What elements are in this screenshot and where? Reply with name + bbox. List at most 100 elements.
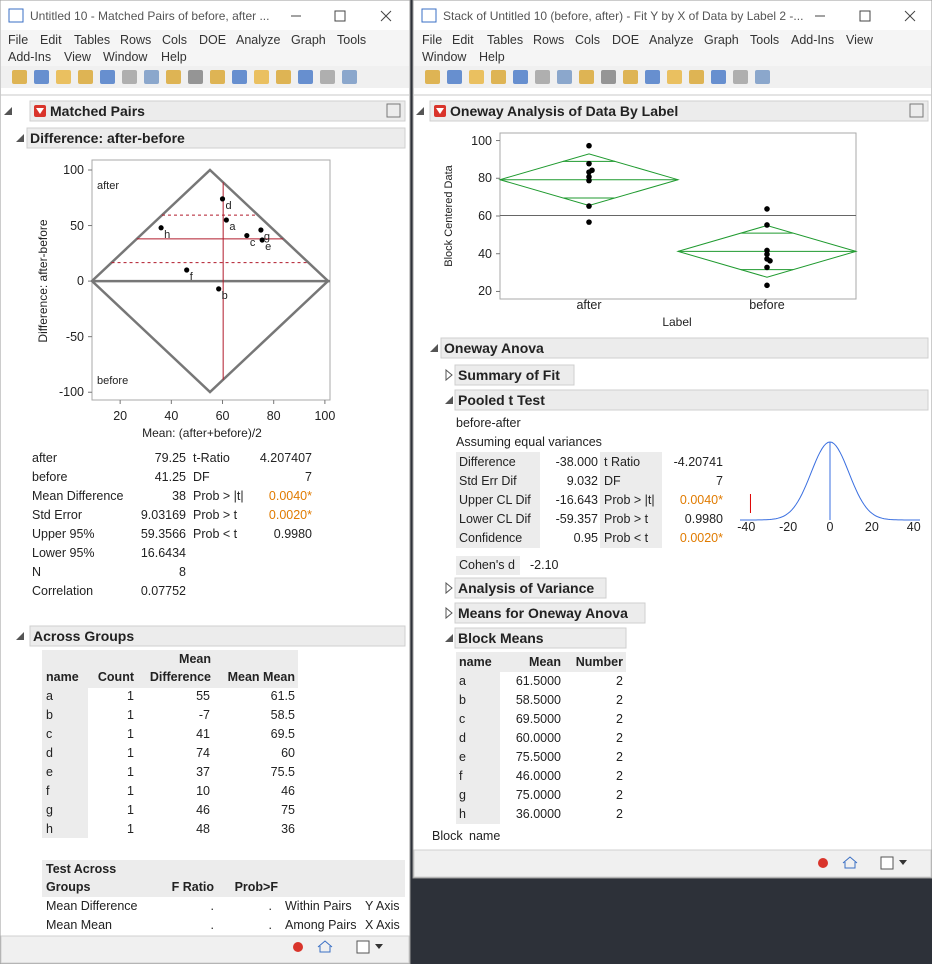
dropdown-icon[interactable] [375, 944, 383, 949]
menu-item[interactable]: Tools [337, 33, 367, 47]
outline-title[interactable]: Pooled t Test [458, 392, 545, 408]
toolbar-button[interactable] [78, 70, 93, 84]
red-triangle[interactable] [436, 108, 444, 114]
toolbar-button[interactable] [579, 70, 594, 84]
menu-item[interactable]: Add-Ins [8, 50, 52, 64]
menu-item[interactable]: Window [422, 50, 467, 64]
red-triangle[interactable] [36, 108, 44, 114]
disclosure-closed[interactable] [445, 368, 453, 382]
disclosure-open[interactable] [16, 134, 24, 142]
menu-item[interactable]: Rows [533, 33, 565, 47]
menu-item[interactable]: Cols [162, 33, 188, 47]
toolbar-button[interactable] [12, 70, 27, 84]
close-button[interactable] [904, 10, 916, 22]
disclosure-closed[interactable] [445, 606, 453, 620]
outline-header[interactable] [454, 364, 575, 386]
toolbar-button[interactable] [601, 70, 616, 84]
maximize-button[interactable] [859, 10, 871, 22]
menu-item[interactable]: Tables [74, 33, 111, 47]
toolbar-button[interactable] [513, 70, 528, 84]
close-report-icon[interactable] [293, 942, 303, 952]
menu-item[interactable]: DOE [612, 33, 640, 47]
toolbar-button[interactable] [755, 70, 770, 84]
dropdown-icon[interactable] [899, 860, 907, 865]
outline-title[interactable]: Means for Oneway Anova [458, 605, 628, 621]
menu-item[interactable]: Help [161, 50, 187, 64]
toolbar-button[interactable] [342, 70, 357, 84]
close-button[interactable] [380, 10, 392, 22]
menu-item[interactable]: Window [103, 50, 148, 64]
outline-header[interactable] [454, 627, 627, 649]
menu-item[interactable]: Edit [40, 33, 62, 47]
outline-header[interactable] [440, 337, 929, 359]
toolbar-button[interactable] [469, 70, 484, 84]
toolbar-button[interactable] [645, 70, 660, 84]
disclosure-open[interactable] [445, 396, 453, 404]
outline-title[interactable]: Oneway Analysis of Data By Label [450, 103, 679, 119]
maximize-button[interactable] [334, 10, 346, 22]
menu-item[interactable]: Add-Ins [791, 33, 835, 47]
toolbar-button[interactable] [210, 70, 225, 84]
menu-item[interactable]: Tools [750, 33, 780, 47]
window-list-icon[interactable] [356, 940, 370, 954]
star-icon[interactable] [909, 103, 924, 118]
outline-header[interactable] [454, 602, 646, 624]
toolbar-button[interactable] [425, 70, 440, 84]
outline-header[interactable] [454, 577, 607, 599]
outline-title[interactable]: Difference: after-before [30, 130, 185, 146]
toolbar-button[interactable] [56, 70, 71, 84]
menu-item[interactable]: Tables [487, 33, 524, 47]
outline-header[interactable] [26, 127, 406, 149]
toolbar-button[interactable] [557, 70, 572, 84]
menu-item[interactable]: File [8, 33, 29, 47]
menu-item[interactable]: DOE [199, 33, 227, 47]
disclosure-open[interactable] [430, 344, 438, 352]
toolbar-button[interactable] [122, 70, 137, 84]
toolbar-button[interactable] [623, 70, 638, 84]
toolbar-button[interactable] [711, 70, 726, 84]
toolbar-button[interactable] [298, 70, 313, 84]
home-icon[interactable] [317, 940, 333, 953]
menu-item[interactable]: Graph [291, 33, 326, 47]
outline-header[interactable] [429, 100, 929, 122]
toolbar-button[interactable] [491, 70, 506, 84]
menu-item[interactable]: File [422, 33, 443, 47]
outline-title[interactable]: Oneway Anova [444, 340, 544, 356]
outline-title[interactable]: Across Groups [33, 628, 135, 644]
toolbar-button[interactable] [667, 70, 682, 84]
toolbar-button[interactable] [535, 70, 550, 84]
disclosure-open[interactable] [4, 107, 12, 115]
toolbar-button[interactable] [254, 70, 269, 84]
outline-title[interactable]: Matched Pairs [50, 103, 145, 119]
toolbar-button[interactable] [232, 70, 247, 84]
toolbar-button[interactable] [733, 70, 748, 84]
disclosure-closed[interactable] [445, 581, 453, 595]
toolbar-button[interactable] [320, 70, 335, 84]
close-report-icon[interactable] [818, 858, 828, 868]
menu-item[interactable]: Graph [704, 33, 739, 47]
outline-title[interactable]: Analysis of Variance [458, 580, 595, 596]
menu-item[interactable]: View [846, 33, 873, 47]
toolbar-button[interactable] [166, 70, 181, 84]
menu-item[interactable]: Cols [575, 33, 601, 47]
toolbar-button[interactable] [188, 70, 203, 84]
menu-item[interactable]: Help [479, 50, 505, 64]
home-icon[interactable] [842, 856, 858, 869]
toolbar-button[interactable] [276, 70, 291, 84]
outline-title[interactable]: Summary of Fit [458, 367, 560, 383]
outline-header[interactable] [29, 100, 406, 122]
menu-item[interactable]: View [64, 50, 91, 64]
outline-header[interactable] [454, 389, 929, 411]
disclosure-open[interactable] [16, 632, 24, 640]
toolbar-button[interactable] [34, 70, 49, 84]
star-icon[interactable] [386, 103, 401, 118]
window-list-icon[interactable] [880, 856, 894, 870]
toolbar-button[interactable] [144, 70, 159, 84]
toolbar-button[interactable] [100, 70, 115, 84]
menu-item[interactable]: Edit [452, 33, 474, 47]
outline-title[interactable]: Block Means [458, 630, 544, 646]
disclosure-open[interactable] [445, 634, 453, 642]
menu-item[interactable]: Analyze [649, 33, 694, 47]
toolbar-button[interactable] [447, 70, 462, 84]
toolbar-button[interactable] [689, 70, 704, 84]
